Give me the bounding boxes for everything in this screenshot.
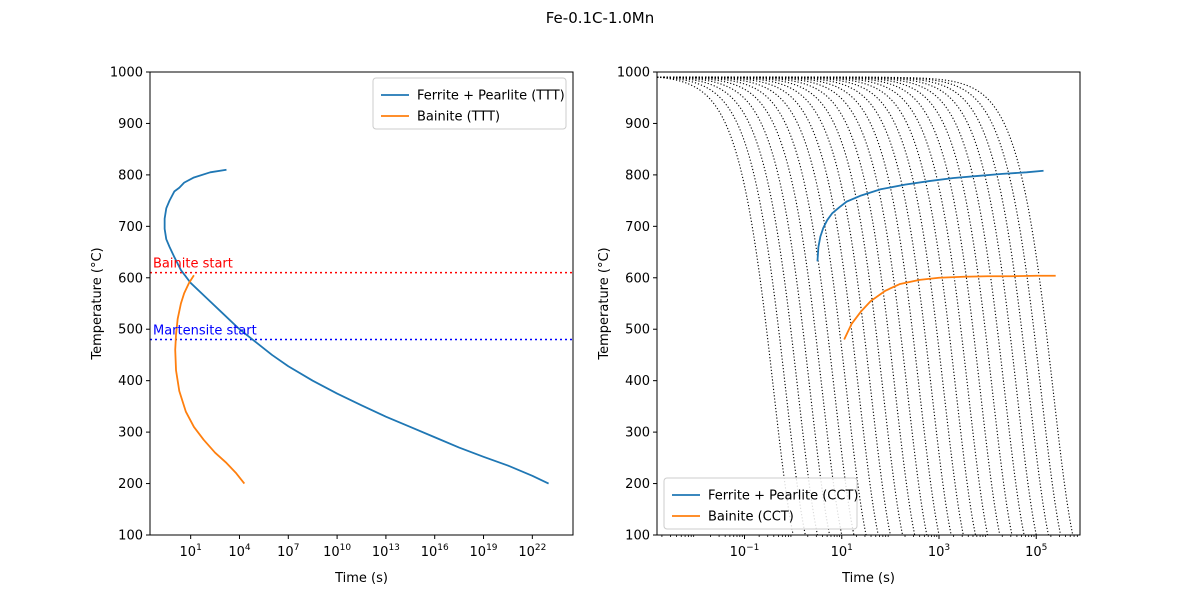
x-tick-label: 1016 — [421, 543, 449, 560]
x-tick-label: 1019 — [470, 543, 498, 560]
x-tick-label: 101 — [831, 543, 853, 560]
y-tick-label: 400 — [118, 374, 143, 389]
y-tick-label: 200 — [118, 477, 143, 492]
y-tick-label: 400 — [625, 374, 650, 389]
y-axis-label: Temperature (°C) — [597, 247, 612, 360]
y-tick-label: 600 — [625, 271, 650, 286]
y-tick-label: 800 — [118, 168, 143, 183]
x-axis-label: Time (s) — [334, 571, 388, 586]
x-tick-label: 1022 — [518, 543, 546, 560]
x-tick-label: 103 — [928, 543, 950, 560]
cooling-curve — [657, 76, 818, 535]
cooling-curve — [657, 76, 794, 535]
y-tick-label: 300 — [625, 426, 650, 441]
y-tick-label: 100 — [118, 529, 143, 544]
x-tick-label: 107 — [277, 543, 299, 560]
legend: Ferrite + Pearlite (TTT) Bainite (TTT) — [372, 77, 567, 130]
cooling-curve — [657, 76, 940, 535]
y-tick-label: 1000 — [617, 66, 650, 81]
plot-area — [150, 168, 573, 485]
axes-frame — [656, 71, 1081, 536]
y-tick-label: 100 — [625, 529, 650, 544]
y-tick-label: 500 — [625, 323, 650, 338]
y-tick-label: 800 — [625, 168, 650, 183]
x-tick-label: 105 — [1025, 543, 1047, 560]
figure-title: Fe-0.1C-1.0Mn — [546, 9, 655, 27]
legend-entry-label: Bainite (CCT) — [708, 510, 794, 525]
axes-frame — [149, 71, 574, 536]
y-axis-label: Temperature (°C) — [90, 247, 105, 360]
legend-box — [663, 477, 858, 530]
x-tick-label: 101 — [180, 543, 202, 560]
legend-entry-label: Ferrite + Pearlite (CCT) — [708, 489, 858, 504]
series-line — [163, 168, 549, 485]
x-axis-label: Time (s) — [841, 571, 895, 586]
plot-area — [657, 76, 1074, 535]
y-tick-label: 900 — [625, 117, 650, 132]
cooling-curve — [657, 76, 1013, 535]
legend-entry-label: Ferrite + Pearlite (TTT) — [417, 89, 565, 104]
y-tick-label: 700 — [118, 220, 143, 235]
y-tick-label: 700 — [625, 220, 650, 235]
cct-panel: 100 200 300 400 500 600 700 800 900 1000 10−1 101 10… — [597, 66, 1081, 586]
x-tick-label: 10−1 — [730, 543, 760, 560]
series-line — [174, 274, 246, 485]
x-tick-label: 104 — [228, 543, 251, 560]
series-line — [816, 169, 1044, 262]
cooling-curve — [657, 76, 879, 535]
y-tick-label: 900 — [118, 117, 143, 132]
x-tick-label: 1013 — [372, 543, 400, 560]
y-tick-label: 600 — [118, 271, 143, 286]
reference-line-label: Bainite start — [153, 257, 233, 272]
y-tick-label: 1000 — [110, 66, 143, 81]
y-tick-label: 300 — [118, 426, 143, 441]
cooling-curve — [657, 76, 831, 535]
legend: Ferrite + Pearlite (CCT) Bainite (CCT) — [663, 477, 858, 530]
series-line — [843, 274, 1056, 340]
ttt-panel: Bainite start Martensite start 100 200 300 40… — [90, 66, 574, 586]
y-tick-label: 200 — [625, 477, 650, 492]
x-tick-label: 1010 — [323, 543, 351, 560]
reference-line-label: Martensite start — [153, 324, 257, 339]
cooling-curve — [657, 76, 916, 535]
y-tick-label: 500 — [118, 323, 143, 338]
legend-box — [372, 77, 567, 130]
legend-entry-label: Bainite (TTT) — [417, 110, 500, 125]
